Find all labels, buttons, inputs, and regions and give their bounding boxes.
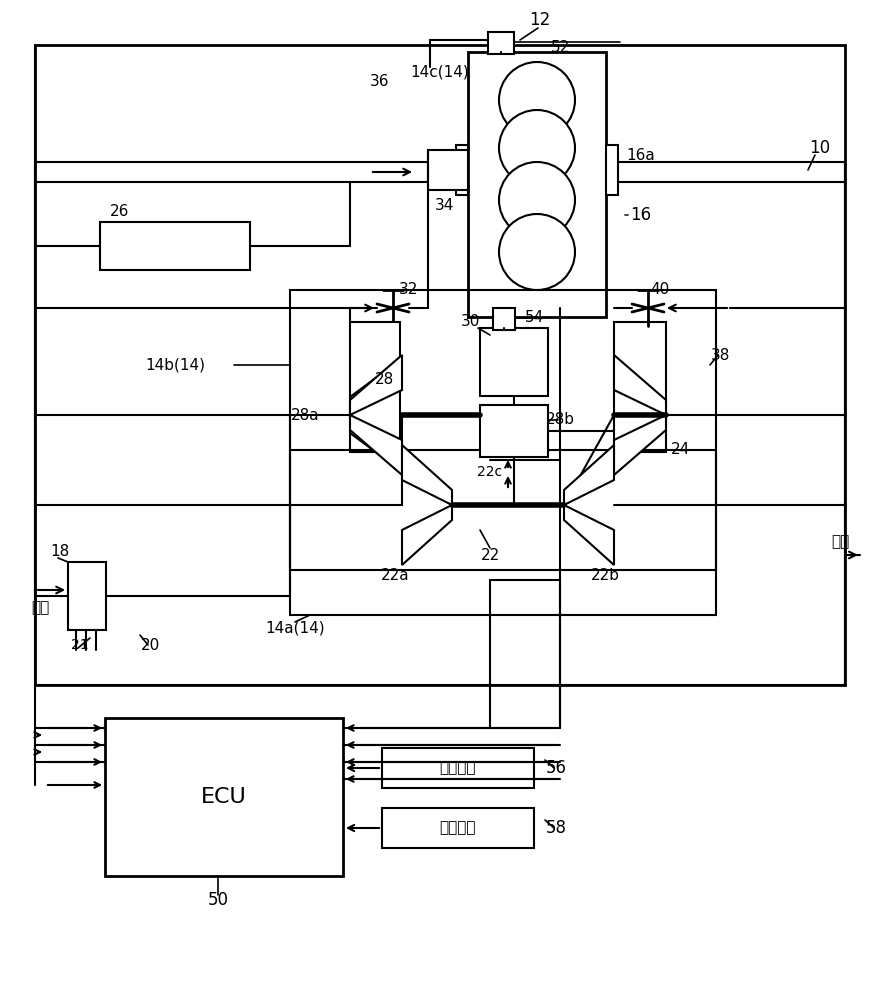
Text: 50: 50 xyxy=(208,891,228,909)
Text: 56: 56 xyxy=(545,759,567,777)
Text: 10: 10 xyxy=(809,139,830,157)
Polygon shape xyxy=(402,445,452,505)
Polygon shape xyxy=(614,415,666,475)
Circle shape xyxy=(499,214,575,290)
Bar xyxy=(290,290,716,570)
Text: 14b(14): 14b(14) xyxy=(145,358,205,372)
Text: 30: 30 xyxy=(461,314,479,330)
Text: 空气: 空气 xyxy=(31,600,49,615)
Text: 排気: 排気 xyxy=(831,534,849,550)
Text: 22b: 22b xyxy=(591,568,619,582)
Bar xyxy=(35,45,845,685)
Text: 16a: 16a xyxy=(626,147,656,162)
Text: 28b: 28b xyxy=(545,412,575,428)
Bar xyxy=(68,562,106,630)
Polygon shape xyxy=(350,360,400,397)
Polygon shape xyxy=(614,355,666,415)
Text: ECU: ECU xyxy=(201,787,247,807)
Bar xyxy=(428,150,468,190)
Bar xyxy=(480,405,548,457)
Bar xyxy=(488,32,514,54)
Polygon shape xyxy=(564,445,614,505)
Bar xyxy=(606,145,618,195)
Polygon shape xyxy=(350,355,402,415)
Text: 油门开度: 油门开度 xyxy=(440,760,477,776)
Text: 22a: 22a xyxy=(380,568,409,582)
Text: 12: 12 xyxy=(529,11,551,29)
Circle shape xyxy=(499,162,575,238)
Text: 22c: 22c xyxy=(478,465,503,479)
Text: 34: 34 xyxy=(436,198,454,213)
Polygon shape xyxy=(350,433,400,470)
Bar xyxy=(468,52,606,317)
Text: 18: 18 xyxy=(51,544,69,560)
Text: 20: 20 xyxy=(141,638,159,652)
Text: 26: 26 xyxy=(110,205,130,220)
Bar xyxy=(614,322,666,452)
Text: 54: 54 xyxy=(526,310,544,326)
Circle shape xyxy=(499,62,575,138)
Bar xyxy=(456,145,468,195)
Polygon shape xyxy=(564,505,614,565)
Text: 22: 22 xyxy=(480,548,500,562)
Text: 14a(14): 14a(14) xyxy=(266,620,325,636)
Text: 52: 52 xyxy=(551,39,569,54)
Text: 58: 58 xyxy=(545,819,567,837)
Bar xyxy=(105,718,343,876)
Text: 38: 38 xyxy=(710,348,730,362)
Text: 21: 21 xyxy=(71,638,89,652)
Bar xyxy=(493,308,515,330)
Polygon shape xyxy=(402,505,452,565)
Bar xyxy=(290,450,716,615)
Bar xyxy=(350,322,400,452)
Text: 28: 28 xyxy=(375,372,395,387)
Text: 14c(14): 14c(14) xyxy=(411,64,470,80)
Polygon shape xyxy=(350,415,402,475)
Bar xyxy=(382,748,534,788)
Text: 24: 24 xyxy=(670,442,690,458)
Bar xyxy=(382,808,534,848)
Bar xyxy=(480,328,548,396)
Text: 行驶模式: 行驶模式 xyxy=(440,820,477,836)
Text: 36: 36 xyxy=(371,75,389,90)
Text: 28a: 28a xyxy=(290,408,319,422)
Text: 32: 32 xyxy=(398,282,418,298)
Bar xyxy=(100,222,250,270)
Text: 16: 16 xyxy=(631,206,651,224)
Circle shape xyxy=(499,110,575,186)
Text: 40: 40 xyxy=(650,282,670,298)
